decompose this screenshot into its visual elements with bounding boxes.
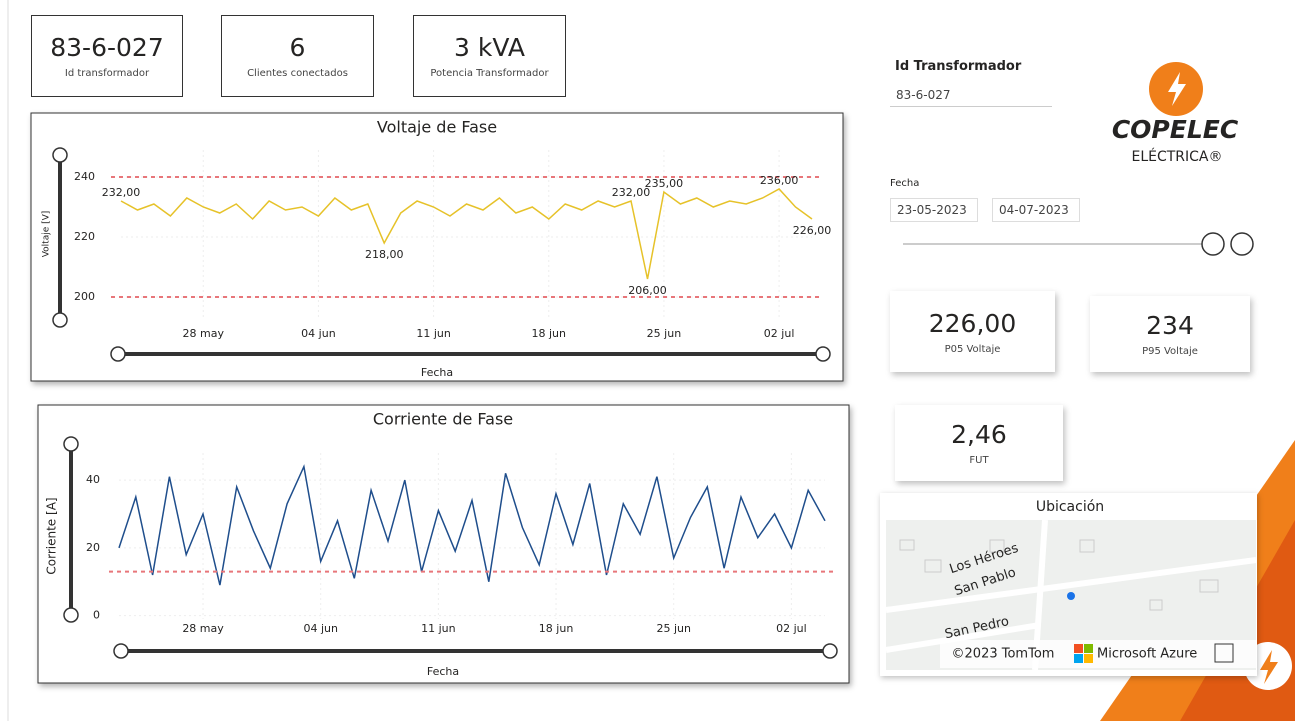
y-axis-label: Corriente [A] bbox=[45, 497, 59, 574]
x-tick-label: 11 jun bbox=[421, 622, 456, 635]
map-marker[interactable] bbox=[1067, 592, 1075, 600]
data-label: 235,00 bbox=[645, 177, 684, 190]
icon bbox=[1260, 650, 1278, 684]
x-tick-label: 28 may bbox=[182, 622, 224, 635]
data-label: 232,00 bbox=[102, 186, 141, 199]
card: 3 kVA Potencia Transformador bbox=[413, 15, 566, 97]
card: 83-6-027 Id transformador bbox=[31, 15, 183, 97]
date-input[interactable]: 04-07-2023 bbox=[992, 198, 1080, 222]
y-tick-label: 240 bbox=[74, 170, 95, 183]
kpi-value: 2,46 bbox=[951, 420, 1007, 449]
icon bbox=[1168, 72, 1186, 106]
kpi-value: 234 bbox=[1146, 311, 1194, 340]
x-tick-label: 04 jun bbox=[301, 327, 336, 340]
ms-logo bbox=[1074, 644, 1093, 663]
data-label: 232,00 bbox=[612, 186, 651, 199]
x-axis-label: Fecha bbox=[427, 665, 459, 678]
building bbox=[899, 539, 1219, 611]
date-input[interactable]: 23-05-2023 bbox=[890, 198, 978, 222]
slider bbox=[58, 155, 830, 653]
x-tick-label: 25 jun bbox=[647, 327, 682, 340]
map-copyright: ©2023 TomTom bbox=[952, 647, 1055, 662]
x-tick-label: 02 jul bbox=[776, 622, 807, 635]
y-axis-label: Voltaje [V] bbox=[42, 211, 52, 258]
kpi-value: 226,00 bbox=[928, 308, 1017, 338]
y-tick-label: 0 bbox=[93, 609, 100, 622]
x-tick-label: 18 jun bbox=[539, 622, 574, 635]
card-label: Id transformador bbox=[64, 68, 150, 79]
y-tick-label: 200 bbox=[74, 290, 95, 303]
map-footer bbox=[940, 640, 1256, 668]
kpi-label: FUT bbox=[969, 455, 989, 466]
dropdown[interactable]: 83-6-027 bbox=[890, 84, 1052, 107]
chart-frame bbox=[37, 404, 850, 684]
data-label: 206,00 bbox=[628, 284, 667, 297]
chart-frame bbox=[30, 112, 844, 382]
kpi-card: 2,46 FUT bbox=[895, 405, 1063, 481]
data-line bbox=[118, 464, 826, 586]
card: 6 Clientes conectados bbox=[221, 15, 374, 97]
filter-label: Fecha bbox=[890, 178, 920, 189]
chart-title: Voltaje de Fase bbox=[377, 118, 497, 137]
kpi-card: 234 P95 Voltaje bbox=[1090, 296, 1250, 372]
slider-handle[interactable] bbox=[1201, 232, 1225, 256]
x-tick-label: 28 may bbox=[183, 327, 225, 340]
slider-handle[interactable] bbox=[1230, 232, 1254, 256]
card-value: 6 bbox=[289, 33, 306, 62]
logo-name: COPELEC bbox=[1112, 115, 1239, 144]
chart-title: Corriente de Fase bbox=[373, 410, 513, 429]
card-value: 3 kVA bbox=[454, 33, 525, 62]
slider-handle[interactable] bbox=[52, 147, 838, 659]
card-label: Potencia Transformador bbox=[430, 68, 549, 79]
feedback-button[interactable] bbox=[1214, 643, 1234, 663]
y-tick-label: 20 bbox=[86, 541, 100, 554]
x-tick-label: 04 jun bbox=[303, 622, 338, 635]
x-tick-label: 11 jun bbox=[416, 327, 451, 340]
data-line bbox=[120, 188, 813, 280]
x-tick-label: 02 jul bbox=[764, 327, 795, 340]
kpi-card: 226,00 P05 Voltaje bbox=[890, 291, 1055, 372]
y-tick-label: 220 bbox=[74, 230, 95, 243]
card-value: 83-6-027 bbox=[50, 33, 164, 62]
x-tick-label: 18 jun bbox=[532, 327, 567, 340]
kpi-label: P95 Voltaje bbox=[1142, 346, 1198, 357]
filter-label: Id Transformador bbox=[895, 59, 1022, 74]
data-label: 226,00 bbox=[793, 224, 832, 237]
x-tick-label: 25 jun bbox=[656, 622, 691, 635]
kpi-label: P05 Voltaje bbox=[944, 343, 1001, 355]
x-axis-label: Fecha bbox=[421, 366, 453, 379]
data-label: 236,00 bbox=[760, 174, 799, 187]
map-title: Ubicación bbox=[1036, 499, 1104, 515]
card-label: Clientes conectados bbox=[247, 68, 348, 79]
logo-sub: ELÉCTRICA® bbox=[1131, 148, 1222, 165]
map-provider: Microsoft Azure bbox=[1097, 647, 1197, 662]
y-tick-label: 40 bbox=[86, 473, 100, 486]
data-label: 218,00 bbox=[365, 248, 404, 261]
